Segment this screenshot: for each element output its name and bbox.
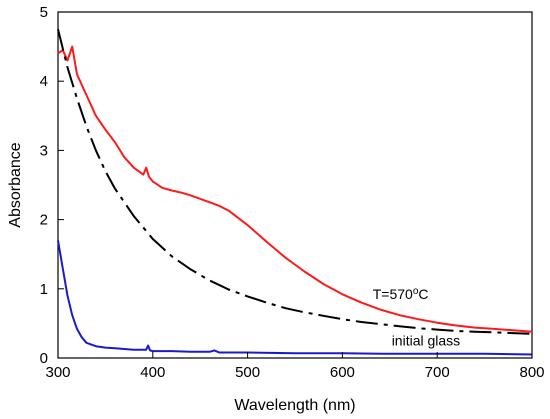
y-tick-label: 1 — [40, 281, 48, 298]
y-axis-title: Absorbance — [7, 142, 24, 227]
annotation-temperature: T=570oC — [373, 286, 429, 303]
y-tick-label: 4 — [40, 73, 48, 90]
y-tick-label: 3 — [40, 142, 48, 159]
y-tick-label: 5 — [40, 4, 48, 21]
x-tick-label: 800 — [519, 364, 544, 381]
x-tick-label: 400 — [140, 364, 165, 381]
y-tick-label: 0 — [40, 350, 48, 367]
x-tick-label: 600 — [330, 364, 355, 381]
y-tick-label: 2 — [40, 212, 48, 229]
y-ticks: 0 1 2 3 4 5 — [40, 4, 64, 367]
x-tick-label: 500 — [235, 364, 260, 381]
series-group — [57, 29, 533, 356]
x-tick-label: 700 — [425, 364, 450, 381]
series-line-1 — [57, 29, 533, 335]
series-line-2 — [57, 240, 533, 356]
annotation-initial-glass: initial glass — [392, 333, 460, 349]
series-line-0 — [57, 45, 533, 333]
x-axis-title: Wavelength (nm) — [234, 397, 355, 414]
x-ticks: 300 400 500 600 700 800 — [45, 352, 545, 381]
plot-frame — [57, 11, 533, 359]
x-tick-label: 300 — [45, 364, 70, 381]
